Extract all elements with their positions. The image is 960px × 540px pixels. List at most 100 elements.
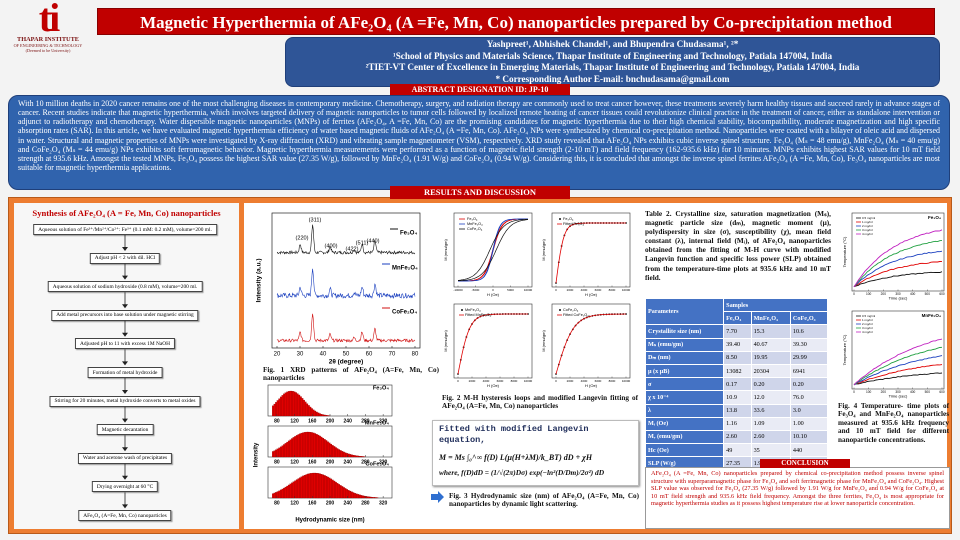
flow-step: AFe₂O₄ (A=Fe, Mn, Co) nanoparticles	[78, 510, 172, 521]
table-cell: 15.3	[750, 324, 791, 339]
label: M (emu/gm)	[443, 239, 448, 261]
table-cell: 10.10	[789, 429, 829, 445]
data-table: Parameters Samples Fe₃O₄ MnFe₂O₄ CoFe₂O₄ Crys…	[644, 297, 829, 471]
label: 0	[492, 288, 494, 292]
label: 120	[290, 459, 299, 465]
xrd-curve	[276, 224, 416, 255]
row-label: σ	[644, 377, 725, 392]
flow-step: Drying overnight at 60 °C	[91, 481, 159, 493]
label: 100	[866, 292, 872, 296]
label: MnFe₂O₄	[392, 266, 418, 272]
table-cell: 10.9	[723, 390, 752, 405]
label: 2000	[567, 288, 574, 292]
label: MnFe₂O₄	[365, 420, 389, 426]
label: 120	[290, 500, 299, 506]
table-row: χ x 10⁻⁴ 10.9 12.0 76.0	[644, 390, 829, 405]
label: 10000	[524, 288, 533, 292]
label: 500	[925, 292, 931, 296]
label: 80	[274, 459, 280, 465]
equation: where, f(D)dD = (1/√(2π)Dσ) exp(−ln²(D/D…	[439, 468, 605, 477]
logo-mark: ti	[38, 0, 60, 40]
flow-arrow-head	[122, 304, 128, 309]
conclusion-box: AFe₂O₄ (A =Fe, Mn, Co) nanoparticles pre…	[645, 467, 950, 529]
mh-loop	[457, 218, 528, 281]
label: 4000	[581, 379, 588, 383]
label: 200	[326, 418, 335, 424]
langevin-box: Fitted with modified Langevin equation, …	[432, 420, 639, 486]
authors: Yashpreet¹, Abhishek Chandel¹, and Bhupe…	[486, 39, 739, 49]
institute-name: THAPAR INSTITUTE	[17, 36, 79, 43]
institute-note: (Deemed to be University)	[25, 48, 71, 53]
plot-frame	[271, 212, 421, 349]
table-cell: 19.95	[750, 350, 791, 365]
table-cell: 1.00	[789, 416, 829, 431]
label: 240	[344, 500, 353, 506]
table-cell: 1.09	[750, 416, 791, 431]
table-cell: 8.50	[723, 350, 752, 365]
label: 200	[326, 459, 335, 465]
label: 300	[895, 390, 901, 394]
table-cell: 2.60	[750, 429, 791, 445]
label: (440)	[366, 238, 379, 244]
flow-step: Add metal precursors into base solution …	[51, 309, 199, 321]
flow-arrow-head	[122, 418, 128, 423]
label: 200	[881, 292, 887, 296]
equation: M = Ms ∫₀^∞ f(D) L(μ(H+λM)/k_BT) dD + χH	[439, 453, 593, 462]
legend-dot	[559, 218, 561, 220]
flow-step: Stirring for 20 minutes, metal hydroxide…	[49, 395, 201, 407]
label: Temperature (°C)	[842, 236, 847, 267]
label: 160	[308, 500, 317, 506]
label: (422)	[345, 246, 358, 252]
label: H (Oe)	[585, 383, 598, 388]
label: 4 mg/ml	[862, 232, 873, 236]
table-cell: 12.0	[750, 390, 791, 405]
mh-loop	[458, 219, 529, 282]
label: H (Oe)	[487, 292, 500, 297]
figure-caption: Fig. 1 XRD patterns of AFe₂O₄ (A=Fe, Mn,…	[263, 366, 439, 383]
table-row: σ 0.17 0.20 0.20	[644, 377, 829, 392]
label: 20	[274, 352, 281, 358]
table-cell: 0.20	[789, 377, 829, 392]
label: 10000	[524, 379, 533, 383]
temperature-curve	[853, 346, 943, 385]
label: 10000	[622, 379, 631, 383]
label: 60	[366, 352, 373, 358]
label: (311)	[309, 217, 322, 223]
mh-loop	[458, 218, 528, 282]
label: 6000	[595, 288, 602, 292]
label: 8000	[609, 379, 616, 383]
label: 1 mg/ml	[862, 318, 873, 322]
table-caption: Table 2. Crystalline size, saturation ma…	[645, 209, 831, 282]
label: -10000	[453, 288, 463, 292]
temperature-curve	[853, 229, 943, 288]
label: 500	[925, 390, 931, 394]
table-cell: 35	[750, 443, 791, 458]
table-cell: 39.30	[789, 337, 829, 352]
flow-arrow-head	[122, 361, 128, 366]
row-label: χ x 10⁻⁴	[644, 390, 725, 405]
label: 200	[326, 500, 335, 506]
logo: ti THAPAR INSTITUTE OF ENGINEERING & TEC…	[4, 0, 92, 53]
fit-curve	[555, 222, 626, 284]
label: Fitted MnFe₂O₄	[465, 313, 492, 317]
table-cell: 49	[723, 443, 752, 458]
label: 0	[555, 379, 557, 383]
label: 3 mg/ml	[862, 228, 873, 232]
legend-dot	[461, 309, 463, 311]
flow-arrow-head	[122, 275, 128, 280]
table-container: Parameters Samples Fe₃O₄ MnFe₂O₄ CoFe₂O₄ Crys…	[644, 297, 829, 471]
row-label: μ (x μB)	[644, 363, 725, 379]
label: 6000	[595, 379, 602, 383]
label: (511)	[356, 240, 369, 246]
table-row: Mₛ (emu/gm) 39.40 40.67 39.30	[644, 337, 829, 352]
column-header: MnFe₂O₄	[750, 311, 791, 326]
label: 240	[344, 418, 353, 424]
temperature-curve	[853, 338, 943, 386]
conclusion-heading: CONCLUSION	[760, 459, 850, 468]
table-cell: 33.6	[750, 403, 791, 418]
row-label: Crystallite size (nm)	[644, 324, 725, 339]
label: 320	[379, 459, 388, 465]
table-header: Samples	[723, 297, 828, 313]
flow-step: Water and acetone wash of precipitates	[77, 452, 173, 464]
